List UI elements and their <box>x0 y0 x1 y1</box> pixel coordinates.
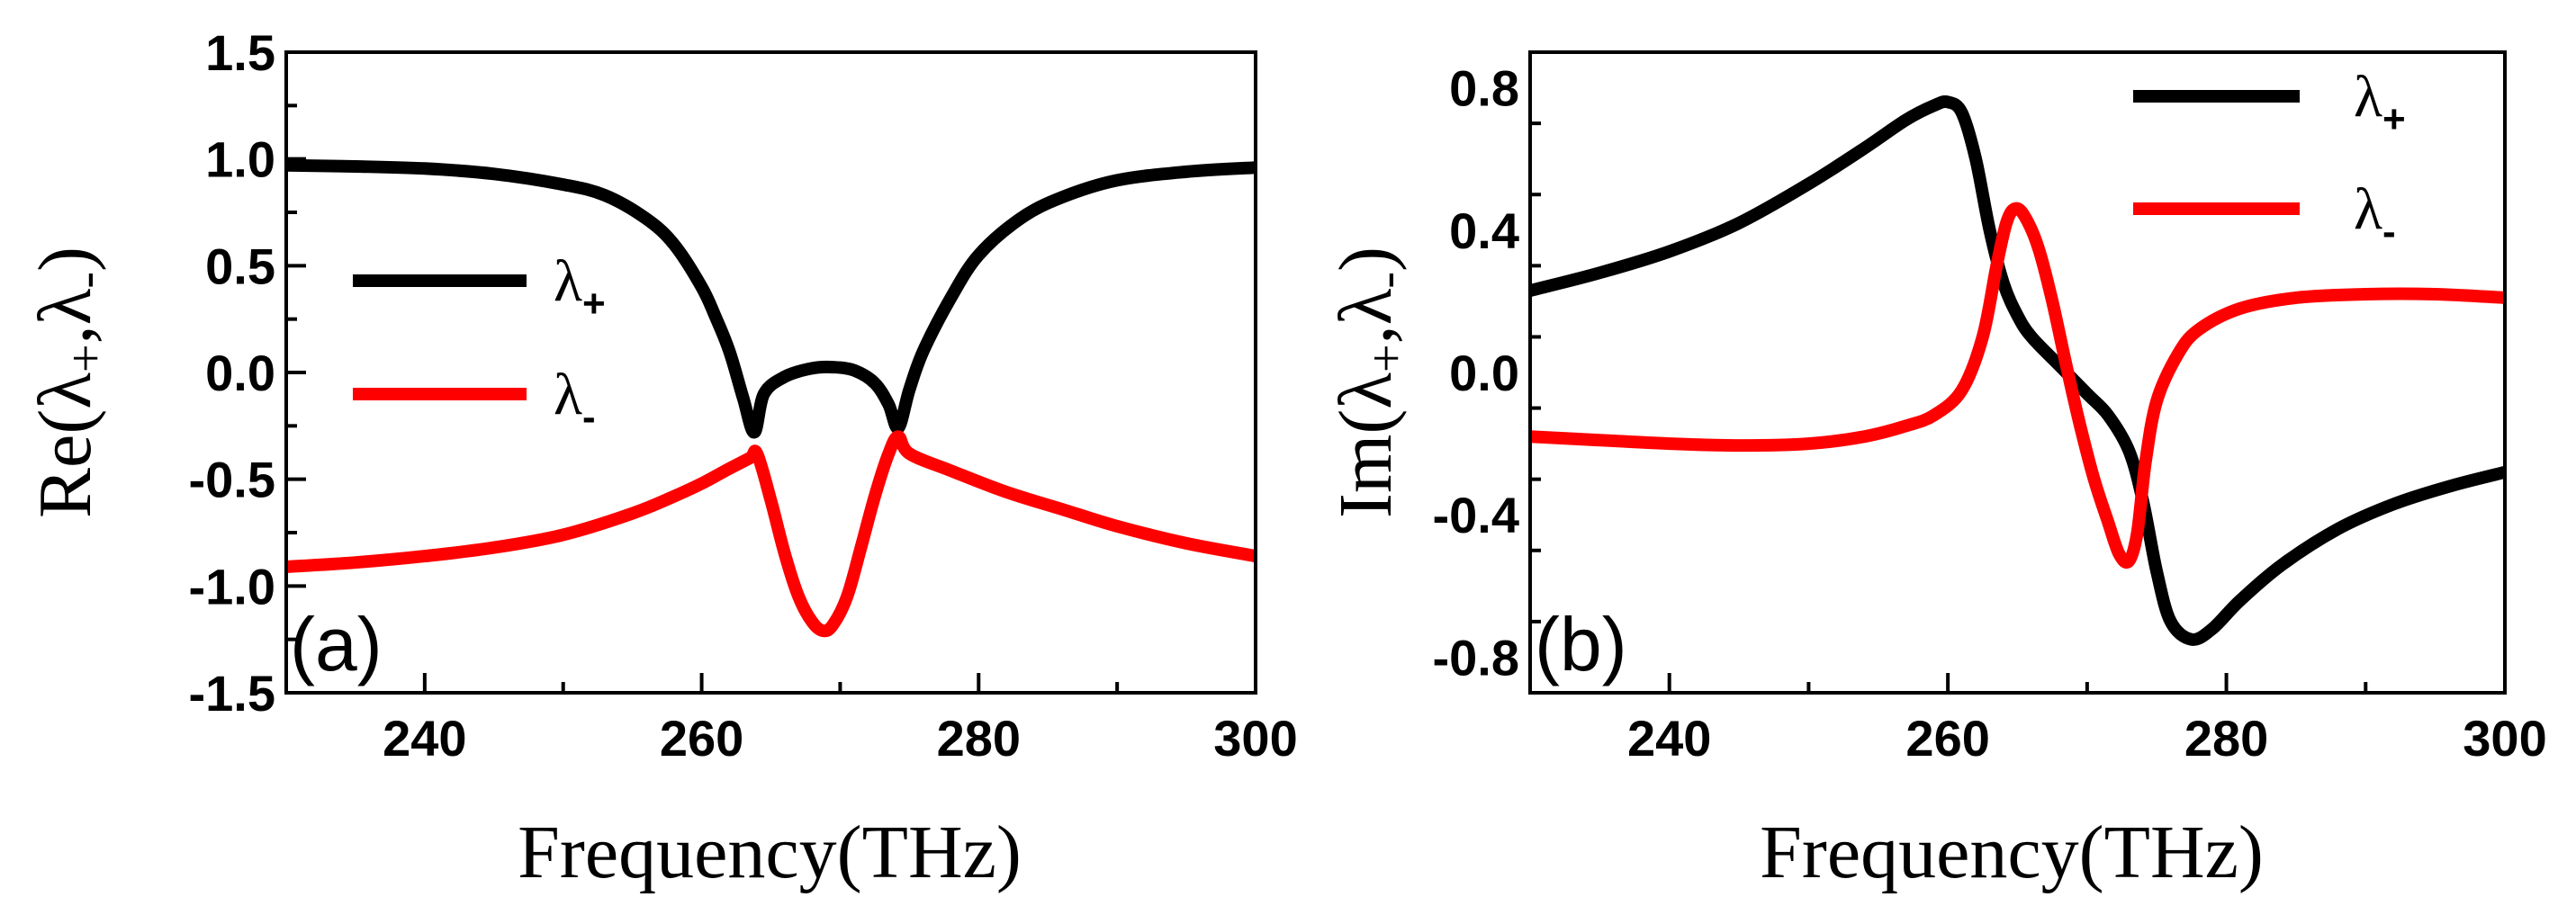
plot-frame-b <box>1528 50 2507 695</box>
plot-frame-a <box>284 50 1257 695</box>
chart-panel-b: Im(λ+,λ-) Frequency(THz) (b) 240 260 280 30… <box>1324 50 2547 894</box>
y-tick-label-a: -1.5 <box>189 665 276 722</box>
y-axis-title-b: Im(λ+,λ-) <box>1324 247 1415 518</box>
panel-label-b: (b) <box>1535 602 1627 686</box>
y-tick-label-a: 1.0 <box>205 131 275 188</box>
y-tick-label-a: 0.0 <box>205 345 275 401</box>
panel-label-a: (a) <box>290 602 383 686</box>
x-tick-label-b: 260 <box>1905 710 1989 767</box>
y-tick-label-b: -0.8 <box>1433 629 1520 686</box>
series-line-b-lambda-plus <box>1530 95 2505 646</box>
y-tick-label-b: 0.8 <box>1449 60 1519 117</box>
x-tick-label-a: 260 <box>660 710 743 767</box>
y-tick-label-a: -1.0 <box>189 558 276 614</box>
y-tick-label-a: 1.5 <box>205 24 275 81</box>
x-tick-label-a: 300 <box>1213 710 1297 767</box>
x-axis-title-a: Frequency(THz) <box>518 811 1022 894</box>
x-tick-label-a: 280 <box>937 710 1021 767</box>
series-line-a-lambda-plus <box>286 158 1256 439</box>
legend-label-a-lambda-minus: λ- <box>554 362 596 439</box>
legend-label-b-lambda-plus: λ+ <box>2354 64 2406 141</box>
x-tick-label-b: 300 <box>2463 710 2546 767</box>
series-line-b-lambda-minus <box>1530 202 2505 569</box>
y-tick-label-b: 0.0 <box>1449 345 1519 401</box>
y-tick-label-a: -0.5 <box>189 452 276 508</box>
y-axis-title-a: Re(λ+,λ-) <box>23 247 114 518</box>
x-tick-label-b: 280 <box>2184 710 2268 767</box>
legend-label-a-lambda-plus: λ+ <box>554 248 606 326</box>
y-tick-label-b: -0.4 <box>1433 487 1520 543</box>
x-tick-label-b: 240 <box>1627 710 1711 767</box>
series-line-a-lambda-minus <box>286 430 1256 638</box>
y-tick-label-a: 0.5 <box>205 238 275 294</box>
chart-panel-a: Re(λ+,λ-) Frequency(THz) (a) 240 260 280 30… <box>23 24 1298 894</box>
y-tick-label-b: 0.4 <box>1449 202 1519 259</box>
legend-label-b-lambda-minus: λ- <box>2354 176 2396 254</box>
x-axis-title-b: Frequency(THz) <box>1760 811 2264 894</box>
x-tick-label-a: 240 <box>383 710 466 767</box>
